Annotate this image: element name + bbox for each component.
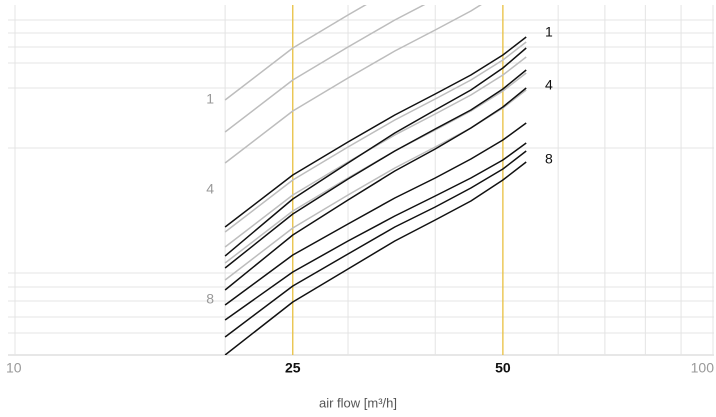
curve-label: 1 [545, 24, 553, 40]
curve [224, 5, 426, 133]
curve [224, 122, 527, 306]
curve [224, 87, 527, 291]
curve [224, 56, 527, 248]
curve [224, 142, 527, 321]
curve-label: 8 [545, 151, 553, 167]
curve [224, 161, 527, 355]
curve [224, 72, 527, 264]
curve [224, 47, 527, 257]
x-tick-label: 25 [285, 360, 301, 376]
curve-label: 1 [206, 91, 214, 107]
curve [224, 69, 527, 269]
x-tick-label: 100 [691, 360, 715, 376]
curve [224, 41, 527, 233]
plot-area [224, 5, 527, 355]
curve [224, 89, 527, 281]
curve-label: 8 [206, 291, 214, 307]
x-tick-label: 10 [6, 360, 22, 376]
curve [224, 36, 527, 228]
curve-label: 4 [545, 77, 553, 93]
x-axis-label: air flow [m³/h] [319, 395, 397, 410]
curve [224, 5, 482, 164]
curve-label: 4 [206, 181, 214, 197]
curve [224, 150, 527, 338]
curve [224, 5, 367, 101]
x-tick-label: 50 [495, 360, 511, 376]
